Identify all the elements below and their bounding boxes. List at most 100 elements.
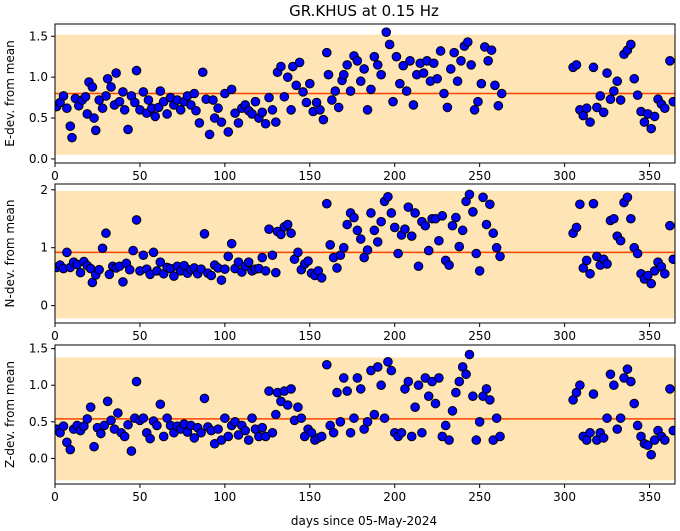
data-point (106, 82, 116, 92)
data-point (199, 229, 210, 239)
data-point (668, 96, 675, 107)
data-point (376, 216, 386, 227)
data-point (102, 396, 113, 407)
data-point (148, 247, 159, 258)
data-point (194, 118, 205, 128)
data-point (294, 57, 305, 68)
data-point (481, 219, 492, 230)
data-point (428, 58, 439, 69)
data-point (660, 268, 670, 279)
data-point (408, 100, 419, 110)
data-point (451, 212, 461, 223)
data-point (226, 84, 237, 95)
data-point (342, 386, 352, 396)
data-point (423, 245, 434, 256)
data-point (97, 103, 108, 114)
data-point (595, 91, 606, 101)
figure-title: GR.KHUS at 0.15 Hz (289, 2, 439, 20)
data-point (233, 118, 244, 128)
data-point (94, 264, 104, 275)
data-point (282, 72, 293, 82)
data-point (474, 417, 485, 427)
x-tick-label: 300 (553, 329, 576, 343)
data-point (410, 208, 420, 218)
data-point (323, 69, 334, 80)
data-point (405, 55, 415, 66)
data-point (106, 415, 116, 426)
data-point (338, 373, 349, 383)
data-point (321, 359, 332, 370)
data-point (131, 215, 142, 225)
data-point (462, 37, 473, 47)
data-point (585, 117, 595, 127)
data-point (486, 45, 497, 55)
data-point (571, 60, 582, 70)
x-tick-label: 0 (51, 329, 59, 343)
data-point (588, 389, 599, 399)
data-point (632, 90, 643, 100)
data-point (605, 94, 616, 105)
data-point (585, 427, 595, 438)
data-point (191, 105, 201, 116)
data-point (264, 386, 274, 396)
data-point (629, 73, 640, 84)
data-point (612, 424, 623, 434)
plot-area (55, 189, 675, 319)
data-point (355, 76, 366, 87)
data-point (602, 259, 612, 269)
y-tick-label: 2 (40, 183, 48, 197)
data-point (442, 102, 453, 113)
data-point (85, 402, 96, 412)
data-point (119, 431, 130, 442)
data-point (362, 105, 373, 115)
data-point (491, 413, 502, 423)
data-point (315, 105, 325, 115)
data-point (379, 413, 390, 423)
data-point (376, 380, 386, 391)
data-point (264, 92, 274, 103)
data-point (464, 189, 475, 200)
data-point (152, 420, 162, 431)
data-point (417, 427, 427, 438)
data-point (260, 266, 271, 276)
x-tick-label: 350 (638, 169, 661, 183)
data-point (223, 251, 234, 262)
data-point (388, 96, 398, 107)
data-point (355, 384, 366, 394)
y-tick-label: 0.5 (29, 415, 48, 429)
data-point (439, 88, 449, 99)
data-point (413, 261, 424, 272)
data-point (118, 87, 128, 97)
data-point (345, 427, 356, 438)
data-point (338, 69, 349, 80)
data-point (349, 212, 359, 223)
data-point (626, 376, 636, 387)
data-point (243, 435, 254, 445)
data-point (393, 248, 403, 259)
data-point (332, 263, 342, 273)
data-point (447, 406, 458, 416)
data-point (369, 51, 380, 62)
data-point (406, 431, 417, 442)
data-point (372, 362, 383, 372)
data-point (293, 402, 303, 412)
data-point (257, 252, 268, 263)
data-point (65, 121, 76, 132)
data-point (420, 220, 431, 231)
data-point (58, 421, 69, 432)
data-point (204, 129, 215, 140)
data-point (276, 61, 286, 72)
data-point (386, 365, 397, 376)
data-point (386, 208, 397, 218)
data-point (615, 413, 626, 423)
data-point (440, 420, 451, 431)
data-point (282, 219, 293, 230)
data-point (123, 124, 133, 135)
data-point (155, 399, 166, 410)
data-point (660, 103, 670, 114)
x-tick-label: 300 (553, 490, 576, 504)
data-point (403, 376, 414, 387)
data-point (646, 449, 657, 460)
data-point (131, 65, 142, 76)
data-point (495, 251, 505, 262)
